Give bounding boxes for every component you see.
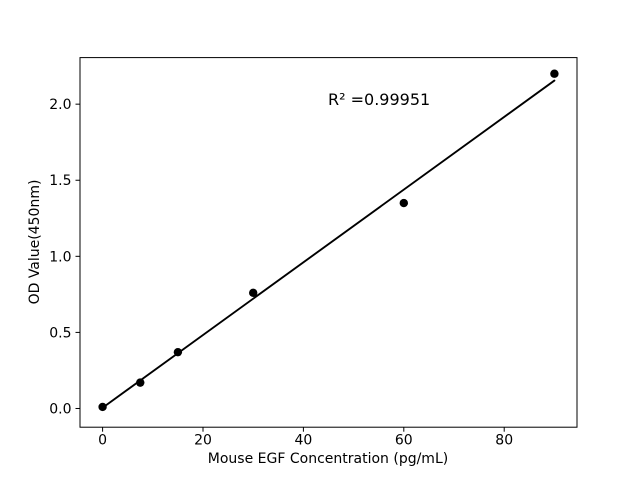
y-axis-label: OD Value(450nm) (27, 179, 43, 305)
x-tick-label: 80 (495, 433, 513, 449)
data-point (173, 347, 183, 357)
data-point (136, 378, 145, 387)
y-tick-label: 0.0 (49, 401, 71, 417)
fit-line (101, 79, 556, 409)
data-point (399, 198, 409, 208)
data-point (98, 402, 107, 412)
x-tick-label: 0 (98, 433, 107, 449)
axes-frame (79, 57, 578, 428)
x-axis-label: Mouse EGF Concentration (pg/mL) (207, 451, 449, 467)
r-squared-annotation: R² =0.99951 (328, 90, 431, 109)
y-tick-label: 2.0 (49, 97, 71, 113)
x-tick-label: 60 (395, 433, 413, 449)
y-tick-label: 0.5 (49, 325, 71, 341)
y-tick-label: 1.5 (49, 173, 71, 189)
data-point (248, 288, 258, 298)
y-tick-label: 1.0 (49, 249, 71, 265)
x-tick-label: 20 (194, 433, 212, 449)
x-tick-label: 40 (294, 433, 312, 449)
data-point (550, 69, 559, 78)
